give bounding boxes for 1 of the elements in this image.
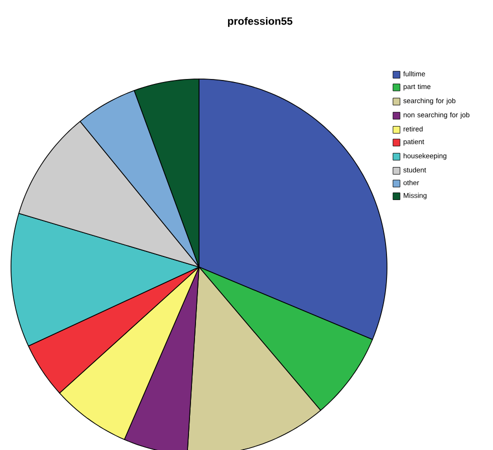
chart-title: profession55 [228, 17, 292, 27]
